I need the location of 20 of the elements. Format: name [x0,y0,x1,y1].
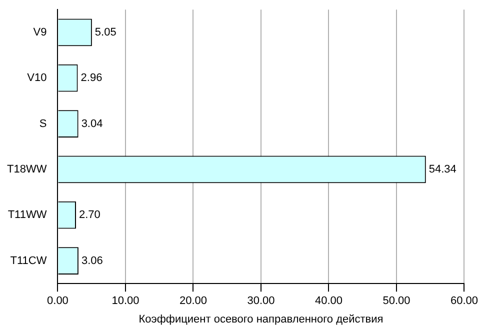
y-tick-label: V10 [27,72,47,84]
y-tick-label: S [39,118,47,130]
data-label: 3.06 [81,254,103,267]
data-label: 5.05 [94,26,116,38]
x-tick-label: 30.00 [247,295,275,308]
x-tick-label: 10.00 [112,295,140,308]
y-tick-label: T11CW [10,254,48,267]
x-tick-label: 40.00 [314,295,342,308]
y-tick-label: V9 [33,26,47,38]
y-tick-label: T11WW [8,209,48,222]
data-label: 2.96 [80,72,102,84]
x-tick-label: 60.00 [450,295,478,308]
x-tick-label: 50.00 [382,295,410,308]
data-label: 3.04 [81,118,103,130]
x-tick-label: 20.00 [179,295,207,308]
data-label: 2.70 [79,209,100,222]
x-tick-label: 0.00 [47,295,68,308]
x-axis-title: Коэффициент осевого направленного действия [138,313,384,326]
y-tick-label: T18WW [6,163,48,176]
data-label: 54.34 [428,163,456,176]
